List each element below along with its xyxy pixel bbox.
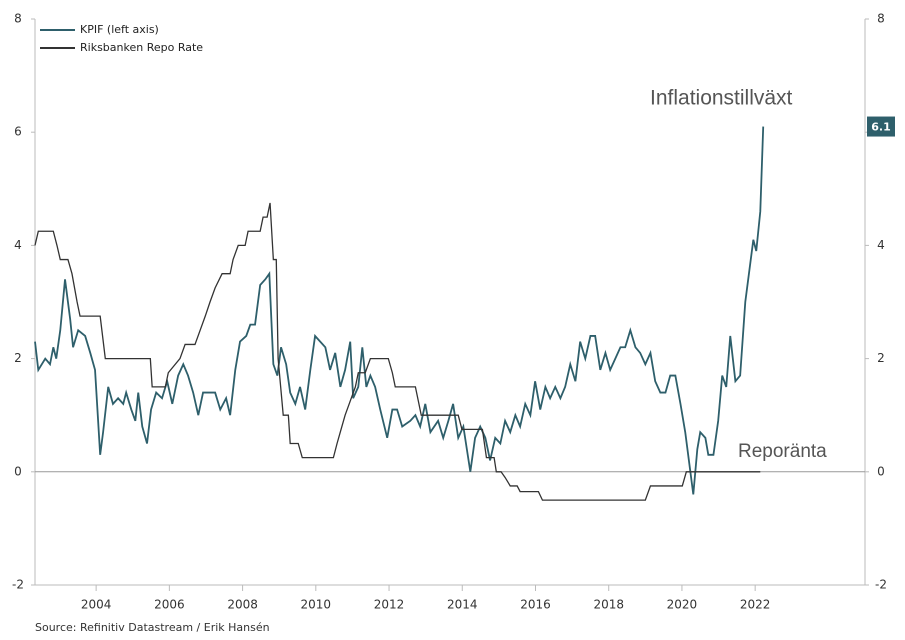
y2-tick-label: 8 <box>877 12 885 26</box>
x-tick-label: 2012 <box>374 598 405 612</box>
y-tick-label: 0 <box>14 464 22 478</box>
x-tick-label: 2016 <box>520 598 551 612</box>
x-tick-label: 2020 <box>667 598 698 612</box>
y2-tick-label: 2 <box>877 351 885 365</box>
annotation: Reporänta <box>738 441 827 462</box>
y2-tick-label: 4 <box>877 238 885 252</box>
x-tick-label: 2008 <box>227 598 258 612</box>
x-tick-label: 2006 <box>154 598 185 612</box>
y2-tick-label: -2 <box>875 578 887 592</box>
y-tick-label: 2 <box>14 351 22 365</box>
series-line <box>34 202 761 501</box>
legend-label: KPIF (left axis) <box>80 23 159 36</box>
y2-tick-label: 0 <box>877 464 885 478</box>
y-tick-label: -2 <box>12 578 24 592</box>
end-label: 6.1 <box>871 121 891 134</box>
end-label-box <box>867 116 895 137</box>
x-tick-label: 2004 <box>81 598 112 612</box>
x-tick-label: 2010 <box>301 598 332 612</box>
source: Source: Refinitiv Datastream / Erik Hans… <box>35 621 270 634</box>
x-tick-label: 2018 <box>593 598 624 612</box>
x-tick-label: 2022 <box>740 598 771 612</box>
y-tick-label: 4 <box>14 238 22 252</box>
series-line <box>34 126 765 495</box>
x-tick-label: 2014 <box>447 598 478 612</box>
legend-label: Riksbanken Repo Rate <box>80 41 203 54</box>
y-tick-label: 8 <box>14 12 22 26</box>
annotation: Inflationstillväxt <box>650 87 793 110</box>
y-tick-label: 6 <box>14 125 22 139</box>
